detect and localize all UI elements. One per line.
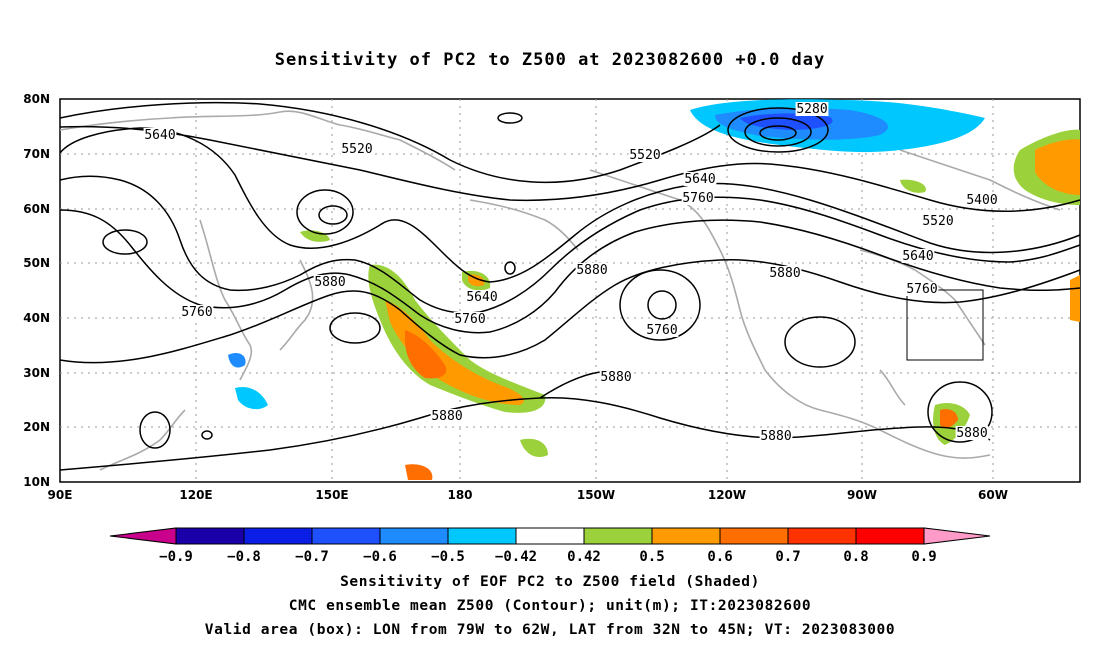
contour-label: 5640 xyxy=(466,290,497,305)
contour-label-bg xyxy=(645,323,679,337)
colorbar-labels: −0.9 −0.8 −0.7 −0.6 −0.5 −0.42 0.42 0.5 0.6 0.7 0.… xyxy=(159,549,937,565)
colorbar-box xyxy=(243,527,313,545)
contour-label: 5760 xyxy=(454,312,485,327)
colorbar-box xyxy=(855,527,925,545)
colorbar-box xyxy=(583,527,653,545)
contour-label-bg xyxy=(465,290,499,304)
contour-label: 5880 xyxy=(576,263,607,278)
colorbar-label: 0.6 xyxy=(707,549,732,565)
colorbar-box xyxy=(515,527,585,545)
contour-label-bg xyxy=(921,214,955,228)
contour-label-bg xyxy=(628,148,662,162)
valid-area-box xyxy=(906,289,984,361)
contour-label: 5520 xyxy=(629,148,660,163)
colorbar-label: −0.8 xyxy=(227,549,261,565)
contour-label: 5280 xyxy=(796,102,827,117)
contour-label-bg xyxy=(575,263,609,277)
colorbar-box xyxy=(651,527,721,545)
colorbar-right-triangle xyxy=(923,527,991,545)
contour-label-bg xyxy=(955,426,989,440)
contour-label-bg xyxy=(313,275,347,289)
colorbar xyxy=(109,527,991,545)
contour-label-bg xyxy=(795,102,829,116)
contour-label-bg xyxy=(901,249,935,263)
contour-label: 5760 xyxy=(906,282,937,297)
contour-label: 5640 xyxy=(144,128,175,143)
contour-label-bg xyxy=(905,282,939,296)
contour-label-bg xyxy=(340,142,374,156)
caption-line-1: Sensitivity of EOF PC2 to Z500 field (Sh… xyxy=(340,574,760,590)
lat-label: 50N xyxy=(23,256,50,270)
contour-label: 5880 xyxy=(431,409,462,424)
contour-label-bg xyxy=(180,305,214,319)
contour-label-bg xyxy=(430,409,464,423)
colorbar-label: 0.5 xyxy=(639,549,664,565)
contour-label: 5520 xyxy=(341,142,372,157)
contour-label-bg xyxy=(453,312,487,326)
shaded-sensitivity xyxy=(228,99,1080,480)
contour-label: 5760 xyxy=(646,323,677,338)
contour-label: 5880 xyxy=(769,266,800,281)
colorbar-label: −0.7 xyxy=(295,549,329,565)
colorbar-label: 0.42 xyxy=(567,549,601,565)
lon-label: 180 xyxy=(447,488,472,502)
latitude-axis-labels: 80N 70N 60N 50N 40N 30N 20N 10N xyxy=(23,92,50,489)
gridlines xyxy=(60,99,1080,482)
contour-label: 5880 xyxy=(600,370,631,385)
lat-label: 40N xyxy=(23,311,50,325)
lon-label: 90W xyxy=(847,488,877,502)
contour-label: 5880 xyxy=(956,426,987,441)
colorbar-left-triangle xyxy=(109,527,177,545)
lon-label: 150E xyxy=(315,488,348,502)
lon-label: 150W xyxy=(577,488,615,502)
lon-label: 60W xyxy=(978,488,1008,502)
colorbar-label: −0.42 xyxy=(495,549,537,565)
lon-label: 90E xyxy=(48,488,73,502)
caption-line-2: CMC ensemble mean Z500 (Contour); unit(m… xyxy=(288,598,812,614)
lat-label: 10N xyxy=(23,475,50,489)
contour-label-bg xyxy=(143,128,177,142)
contour-label: 5640 xyxy=(902,249,933,264)
colorbar-box xyxy=(379,527,449,545)
colorbar-label: 0.9 xyxy=(911,549,936,565)
contour-label: 5640 xyxy=(684,172,715,187)
contour-label-bg xyxy=(759,429,793,443)
colorbar-label: 0.8 xyxy=(843,549,868,565)
longitude-axis-labels: 90E 120E 150E 180 150W 120W 90W 60W xyxy=(48,488,1008,502)
contour-label-bg xyxy=(768,266,802,280)
lat-label: 60N xyxy=(23,202,50,216)
lon-label: 120E xyxy=(179,488,212,502)
lat-label: 30N xyxy=(23,366,50,380)
contour-labels: 5640 5520 5520 5280 5640 5760 5400 5520 5640 5760… xyxy=(143,102,999,444)
caption-line-3: Valid area (box): LON from 79W to 62W, L… xyxy=(204,622,896,638)
lon-label: 120W xyxy=(708,488,746,502)
contour-label-bg xyxy=(599,370,633,384)
contour-label: 5520 xyxy=(922,214,953,229)
colorbar-label: 0.7 xyxy=(775,549,800,565)
colorbar-box xyxy=(787,527,857,545)
colorbar-label: −0.9 xyxy=(159,549,193,565)
map-title: Sensitivity of PC2 to Z500 at 2023082600… xyxy=(274,50,826,70)
colorbar-label: −0.5 xyxy=(431,549,465,565)
colorbar-box xyxy=(311,527,381,545)
contour-label: 5760 xyxy=(181,305,212,320)
contour-label: 5880 xyxy=(314,275,345,290)
contour-label-bg xyxy=(965,193,999,207)
colorbar-box xyxy=(447,527,517,545)
contour-label-bg xyxy=(681,191,715,205)
colorbar-label: −0.6 xyxy=(363,549,397,565)
lat-label: 20N xyxy=(23,420,50,434)
lat-label: 70N xyxy=(23,147,50,161)
contour-label: 5880 xyxy=(760,429,791,444)
colorbar-box xyxy=(719,527,789,545)
contour-label-bg xyxy=(683,172,717,186)
lat-label: 80N xyxy=(23,92,50,106)
contour-label: 5400 xyxy=(966,193,997,208)
contour-label: 5760 xyxy=(682,191,713,206)
colorbar-box xyxy=(175,527,245,545)
